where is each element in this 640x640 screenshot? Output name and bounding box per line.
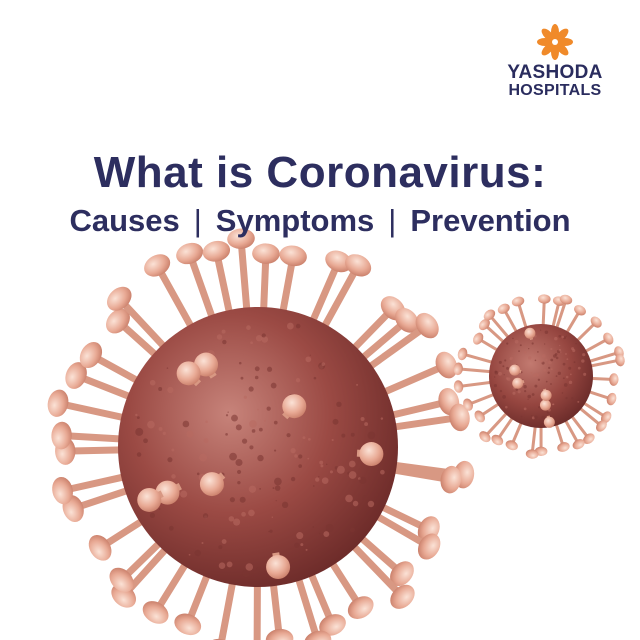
coronavirus-small-icon — [453, 294, 625, 459]
page-title: What is Coronavirus: — [93, 148, 547, 197]
page-subtitle: Causes | Symptoms | Prevention — [0, 203, 640, 239]
subtitle-separator: | — [193, 203, 202, 238]
subtitle-causes: Causes — [69, 203, 180, 238]
brand-name: YASHODA — [507, 62, 603, 83]
flower-logo-icon — [537, 24, 573, 60]
hospital-logo: YASHODA HOSPITALS — [500, 22, 610, 100]
subtitle-prevention: Prevention — [410, 203, 571, 238]
subtitle-symptoms: Symptoms — [215, 203, 375, 238]
brand-subtitle: HOSPITALS — [508, 82, 602, 99]
subtitle-separator: | — [388, 203, 397, 238]
coronavirus-large-icon — [47, 228, 475, 640]
